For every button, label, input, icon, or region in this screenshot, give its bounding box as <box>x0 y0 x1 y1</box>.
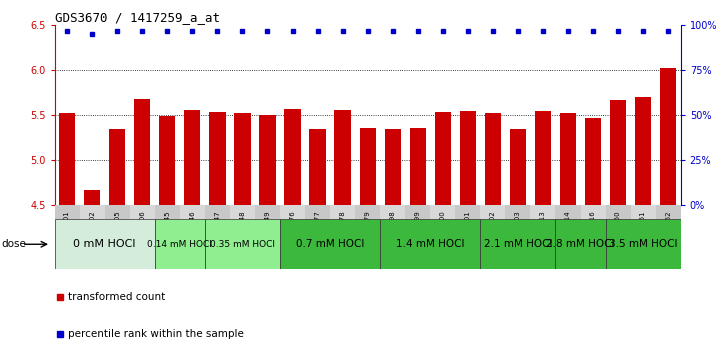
Text: GSM387713: GSM387713 <box>540 210 546 253</box>
Text: 2.8 mM HOCl: 2.8 mM HOCl <box>546 239 614 249</box>
Text: GSM387698: GSM387698 <box>389 210 396 253</box>
Bar <box>610 100 626 205</box>
Bar <box>280 205 305 269</box>
Text: 0.14 mM HOCl: 0.14 mM HOCl <box>147 240 213 249</box>
Text: percentile rank within the sample: percentile rank within the sample <box>68 329 245 339</box>
Text: dose: dose <box>1 239 26 249</box>
Bar <box>55 205 79 269</box>
Bar <box>230 205 255 269</box>
Bar <box>480 205 505 269</box>
Text: GDS3670 / 1417259_a_at: GDS3670 / 1417259_a_at <box>55 11 220 24</box>
Text: GSM387645: GSM387645 <box>165 210 170 253</box>
Text: GSM387716: GSM387716 <box>590 210 596 253</box>
Text: GSM387750: GSM387750 <box>615 210 621 253</box>
Bar <box>560 113 576 205</box>
Text: GSM387649: GSM387649 <box>264 210 271 253</box>
Text: 2.1 mM HOCl: 2.1 mM HOCl <box>483 239 552 249</box>
Bar <box>510 129 526 205</box>
Bar <box>555 205 580 269</box>
Bar <box>635 97 652 205</box>
Text: GSM387703: GSM387703 <box>515 210 521 253</box>
Text: GSM387646: GSM387646 <box>189 210 195 253</box>
Bar <box>606 205 630 269</box>
Bar <box>380 219 480 269</box>
Bar <box>184 110 200 205</box>
Bar <box>155 205 180 269</box>
Bar <box>209 112 226 205</box>
Bar <box>580 205 606 269</box>
Text: GSM387751: GSM387751 <box>640 210 646 253</box>
Text: 0 mM HOCl: 0 mM HOCl <box>74 239 136 249</box>
Text: 3.5 mM HOCl: 3.5 mM HOCl <box>609 239 677 249</box>
Bar <box>330 205 355 269</box>
Text: GSM387699: GSM387699 <box>415 210 421 253</box>
Bar <box>234 113 250 205</box>
Bar <box>205 219 280 269</box>
Bar <box>255 205 280 269</box>
Bar <box>380 205 405 269</box>
Text: GSM387677: GSM387677 <box>314 210 320 253</box>
Bar <box>660 68 676 205</box>
Bar <box>384 129 401 205</box>
Bar <box>155 219 205 269</box>
Bar <box>205 205 230 269</box>
Text: GSM387647: GSM387647 <box>214 210 221 253</box>
Bar <box>159 116 175 205</box>
Text: GSM387752: GSM387752 <box>665 210 671 253</box>
Text: GSM387701: GSM387701 <box>464 210 471 253</box>
Bar <box>505 205 531 269</box>
Bar <box>360 128 376 205</box>
Text: GSM387605: GSM387605 <box>114 210 120 253</box>
Bar <box>656 205 681 269</box>
Bar <box>309 129 325 205</box>
Bar <box>355 205 380 269</box>
Bar <box>459 110 476 205</box>
Bar <box>109 129 125 205</box>
Text: GSM387679: GSM387679 <box>365 210 371 253</box>
Text: 0.35 mM HOCl: 0.35 mM HOCl <box>210 240 275 249</box>
Bar <box>79 205 105 269</box>
Bar <box>606 219 681 269</box>
Bar <box>84 190 100 205</box>
Bar <box>285 109 301 205</box>
Bar <box>531 205 555 269</box>
Text: GSM387602: GSM387602 <box>89 210 95 253</box>
Text: GSM387678: GSM387678 <box>339 210 346 253</box>
Text: GSM387676: GSM387676 <box>290 210 296 253</box>
Bar <box>535 110 551 205</box>
Text: GSM387714: GSM387714 <box>565 210 571 253</box>
Bar <box>134 99 151 205</box>
Text: GSM387606: GSM387606 <box>139 210 146 253</box>
Bar <box>105 205 130 269</box>
Bar <box>485 113 501 205</box>
Text: GSM387648: GSM387648 <box>240 210 245 253</box>
Text: 0.7 mM HOCl: 0.7 mM HOCl <box>296 239 364 249</box>
Bar <box>585 118 601 205</box>
Bar <box>130 205 155 269</box>
Bar <box>59 113 75 205</box>
Bar <box>334 110 351 205</box>
Text: GSM387601: GSM387601 <box>64 210 70 253</box>
Bar <box>430 205 455 269</box>
Bar <box>259 115 276 205</box>
Bar <box>55 219 155 269</box>
Text: GSM387700: GSM387700 <box>440 210 446 253</box>
Bar <box>405 205 430 269</box>
Bar <box>555 219 606 269</box>
Bar <box>180 205 205 269</box>
Text: GSM387702: GSM387702 <box>490 210 496 253</box>
Bar <box>455 205 480 269</box>
Text: transformed count: transformed count <box>68 292 166 302</box>
Bar <box>280 219 380 269</box>
Bar <box>305 205 330 269</box>
Bar <box>410 128 426 205</box>
Bar <box>630 205 656 269</box>
Bar <box>435 112 451 205</box>
Text: 1.4 mM HOCl: 1.4 mM HOCl <box>396 239 464 249</box>
Bar <box>480 219 555 269</box>
